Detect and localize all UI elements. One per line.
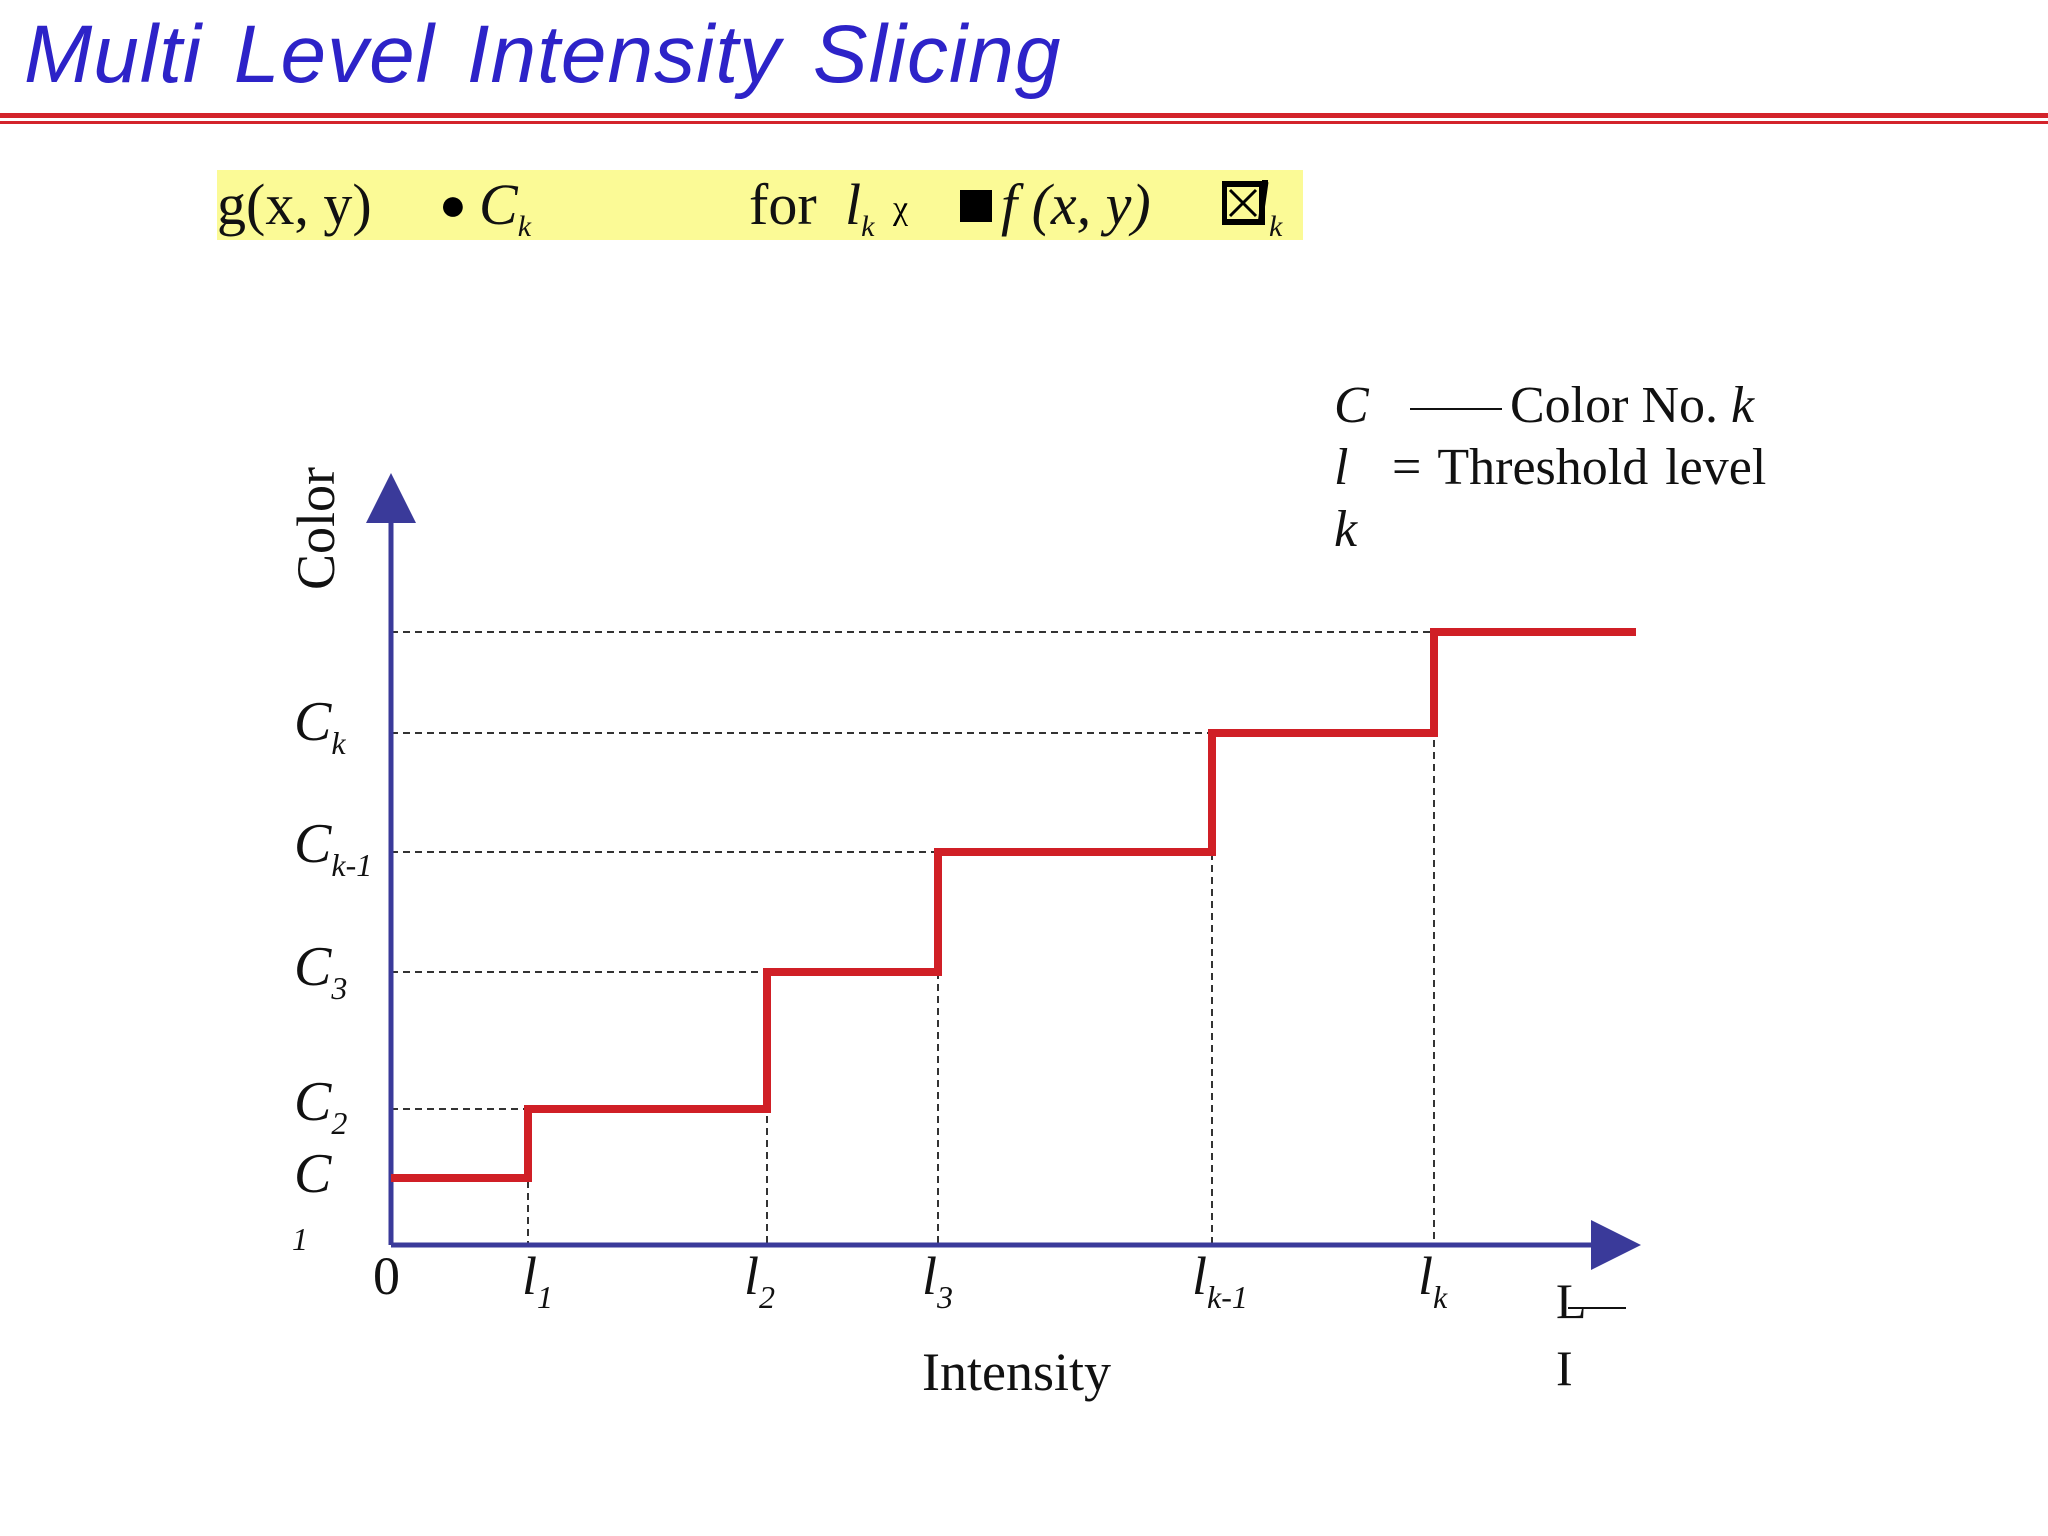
y-tick-label-sub: 1 [292, 1221, 308, 1257]
formula-banner: g(x, y) ● Ck for lk χ f (x, y) k [217, 170, 1303, 243]
boxed-x-icon [1221, 180, 1269, 225]
legend: C Color No. k l = Threshold level k [1332, 372, 1792, 558]
formula-g-xy: g(x, y) [217, 172, 372, 237]
y-tick-label: C [294, 1143, 332, 1205]
step-series-line [391, 628, 1636, 1182]
legend-dash [1410, 408, 1502, 410]
garbled-glyph: χ [893, 190, 909, 227]
y-tick-label: C2 [294, 1071, 347, 1141]
bullet-icon: ● [439, 179, 467, 230]
legend-k-symbol: k [1334, 501, 1358, 558]
x-end-label: L [1556, 1273, 1587, 1329]
legend-threshold-level: = Threshold level [1392, 439, 1767, 496]
slide-title: Multi Level Intensity Slicing [24, 9, 1062, 100]
x-tick-label: l2 [744, 1246, 775, 1315]
x-tick-label: l1 [522, 1246, 553, 1315]
formula-for: for [749, 172, 817, 237]
title-rule [0, 113, 2048, 118]
x-tick-label: l3 [922, 1246, 953, 1315]
title-rule-thin [0, 121, 2048, 124]
y-tick-label: C3 [294, 936, 347, 1006]
square-icon [960, 190, 992, 222]
legend-c-symbol: C [1334, 377, 1369, 434]
legend-l-symbol: l [1334, 439, 1349, 496]
formula-ck: Ck [479, 172, 532, 243]
formula-f-xy: f (x, y) [1001, 172, 1151, 237]
x-end-label-second: I [1556, 1340, 1573, 1396]
x-tick-label: lk-1 [1192, 1246, 1248, 1315]
x-axis-label: Intensity [922, 1342, 1111, 1402]
y-axis-label: Color [286, 467, 346, 590]
legend-color-no: Color No. k [1510, 377, 1755, 434]
x-tick-label: lk [1418, 1246, 1448, 1315]
y-tick-label: Ck [294, 691, 346, 761]
formula-sub-k: k [1269, 210, 1283, 243]
y-tick-label: Ck-1 [294, 813, 372, 883]
formula-lk: lk [845, 172, 875, 243]
x-tick-label: 0 [373, 1246, 400, 1306]
